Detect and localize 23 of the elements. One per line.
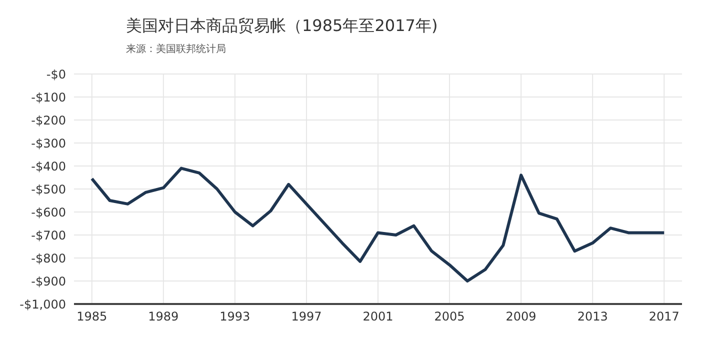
x-tick-label: 1997 bbox=[291, 310, 322, 324]
y-tick-label: -$100 bbox=[31, 90, 66, 104]
line-series bbox=[90, 166, 666, 282]
y-tick-label: -$0 bbox=[46, 67, 66, 82]
y-tick-label: -$200 bbox=[31, 113, 66, 128]
source-note: 来源：美国联邦统计局 bbox=[126, 42, 226, 56]
y-tick-label: -$300 bbox=[31, 136, 66, 150]
y-tick-label: -$400 bbox=[31, 159, 66, 174]
x-tick-label: 1993 bbox=[220, 310, 250, 324]
y-tick-label: -$700 bbox=[31, 228, 66, 242]
y-tick-label: -$900 bbox=[31, 274, 66, 288]
x-tick-label: 1989 bbox=[148, 310, 179, 324]
x-tick-label: 2009 bbox=[506, 310, 536, 324]
x-tick-label: 2013 bbox=[577, 310, 608, 324]
y-tick-label: -$500 bbox=[31, 182, 66, 196]
y-tick-label: -$800 bbox=[31, 251, 66, 266]
x-tick-label: 2001 bbox=[362, 310, 394, 324]
x-tick-label: 2017 bbox=[648, 310, 680, 324]
y-tick-label: -$1,000 bbox=[20, 297, 66, 312]
x-tick-label: 2005 bbox=[434, 310, 465, 324]
y-tick-label: -$600 bbox=[31, 205, 66, 220]
chart-title: 美国对日本商品贸易帐（1985年至2017年) bbox=[126, 16, 438, 37]
x-tick-label: 1985 bbox=[76, 310, 108, 324]
